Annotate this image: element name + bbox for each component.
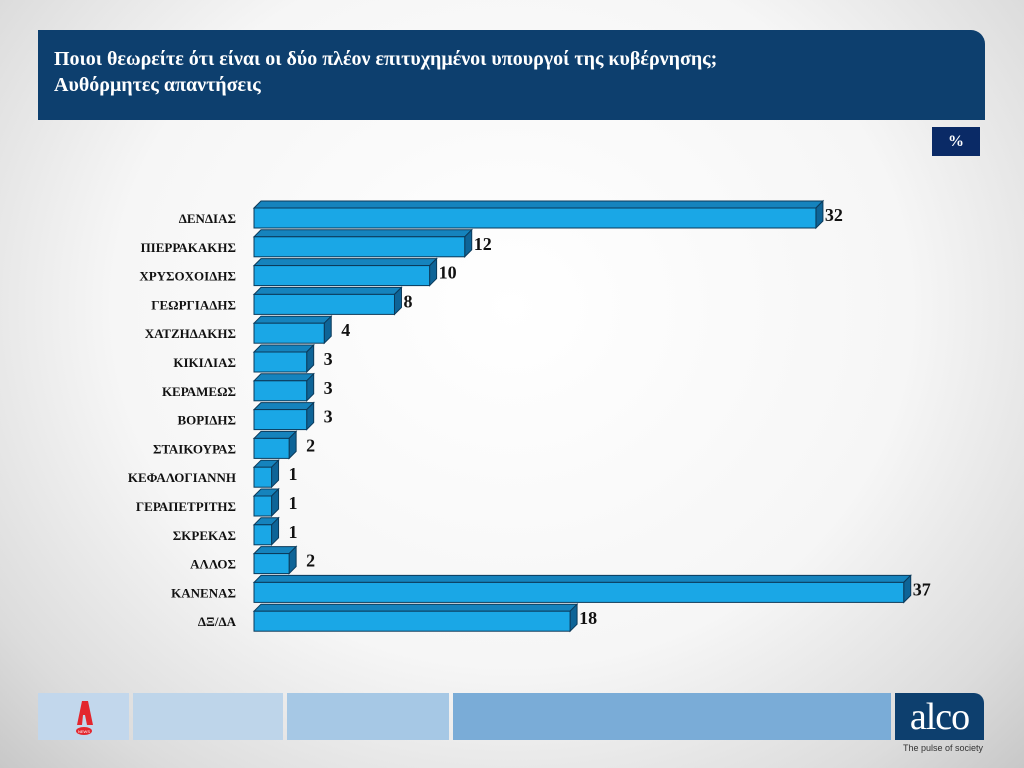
category-label: ΚΙΚΙΛΙΑΣ bbox=[173, 355, 236, 370]
bar-top bbox=[252, 574, 912, 583]
bar bbox=[253, 581, 905, 603]
title-line-1: Ποιοι θεωρείτε ότι είναι οι δύο πλέον επ… bbox=[54, 48, 718, 70]
bar bbox=[253, 380, 308, 402]
bar bbox=[253, 610, 571, 632]
category-label: ΚΕΦΑΛΟΓΙΑΝΝΗ bbox=[128, 470, 236, 485]
category-label: ΚΑΝΕΝΑΣ bbox=[171, 585, 236, 600]
bar bbox=[253, 351, 308, 373]
bar bbox=[253, 207, 817, 229]
data-label: 3 bbox=[324, 349, 333, 369]
category-label: ΔΞ/ΔΑ bbox=[198, 614, 237, 629]
footer-band-3 bbox=[287, 693, 449, 740]
data-label: 12 bbox=[474, 234, 492, 254]
footer-band-2 bbox=[133, 693, 283, 740]
data-label: 1 bbox=[289, 493, 298, 513]
data-label: 37 bbox=[913, 579, 931, 599]
category-label: ΔΕΝΔΙΑΣ bbox=[179, 211, 236, 226]
data-label: 32 bbox=[825, 205, 843, 225]
bar bbox=[253, 437, 290, 459]
bar bbox=[253, 524, 273, 546]
bar bbox=[253, 495, 273, 517]
alco-tagline: The pulse of society bbox=[903, 743, 984, 753]
bar bbox=[253, 553, 290, 575]
title-line-2: Αυθόρμητες απαντήσεις bbox=[54, 74, 261, 96]
bar-top bbox=[252, 373, 315, 382]
data-label: 1 bbox=[289, 464, 298, 484]
bar-top bbox=[252, 603, 579, 612]
title-banner: Ποιοι θεωρείτε ότι είναι οι δύο πλέον επ… bbox=[38, 30, 985, 120]
bar-top bbox=[252, 286, 403, 295]
category-label: ΑΛΛΟΣ bbox=[190, 557, 236, 572]
bar bbox=[253, 265, 431, 287]
bar-top bbox=[252, 344, 315, 353]
bar-top bbox=[252, 229, 473, 238]
category-label: ΚΕΡΑΜΕΩΣ bbox=[162, 384, 236, 399]
category-label: ΧΑΤΖΗΔΑΚΗΣ bbox=[145, 326, 236, 341]
data-label: 2 bbox=[306, 435, 315, 455]
svg-text:NEWS: NEWS bbox=[78, 729, 90, 734]
chart-title: Ποιοι θεωρείτε ότι είναι οι δύο πλέον επ… bbox=[54, 46, 717, 98]
data-label: 2 bbox=[306, 551, 315, 571]
bar bbox=[253, 322, 325, 344]
bar-top bbox=[252, 402, 315, 411]
unit-badge: % bbox=[932, 127, 980, 156]
category-label: ΣΚΡΕΚΑΣ bbox=[173, 528, 236, 543]
category-label: ΓΕΡΑΠΕΤΡΙΤΗΣ bbox=[136, 499, 236, 514]
bar-top bbox=[252, 315, 333, 324]
data-label: 4 bbox=[341, 320, 350, 340]
bar bbox=[253, 236, 466, 258]
category-label: ΒΟΡΙΔΗΣ bbox=[177, 413, 236, 428]
category-label: ΧΡΥΣΟΧΟΙΔΗΣ bbox=[139, 269, 236, 284]
bar-top bbox=[252, 258, 438, 267]
data-label: 8 bbox=[403, 291, 412, 311]
bar bbox=[253, 466, 273, 488]
data-label: 1 bbox=[289, 522, 298, 542]
category-label: ΠΙΕΡΡΑΚΑΚΗΣ bbox=[141, 240, 236, 255]
bar-top bbox=[252, 200, 825, 209]
data-label: 3 bbox=[324, 378, 333, 398]
data-label: 10 bbox=[439, 263, 457, 283]
category-label: ΣΤΑΙΚΟΥΡΑΣ bbox=[153, 441, 236, 456]
data-label: 18 bbox=[579, 608, 597, 628]
alco-logo: alco bbox=[895, 693, 984, 740]
alpha-news-logo: NEWS bbox=[38, 693, 129, 740]
footer-band-4 bbox=[453, 693, 891, 740]
bar bbox=[253, 409, 308, 431]
alpha-news-icon: NEWS bbox=[75, 700, 93, 735]
data-label: 3 bbox=[324, 407, 333, 427]
bar bbox=[253, 293, 395, 315]
category-label: ΓΕΩΡΓΙΑΔΗΣ bbox=[151, 297, 236, 312]
